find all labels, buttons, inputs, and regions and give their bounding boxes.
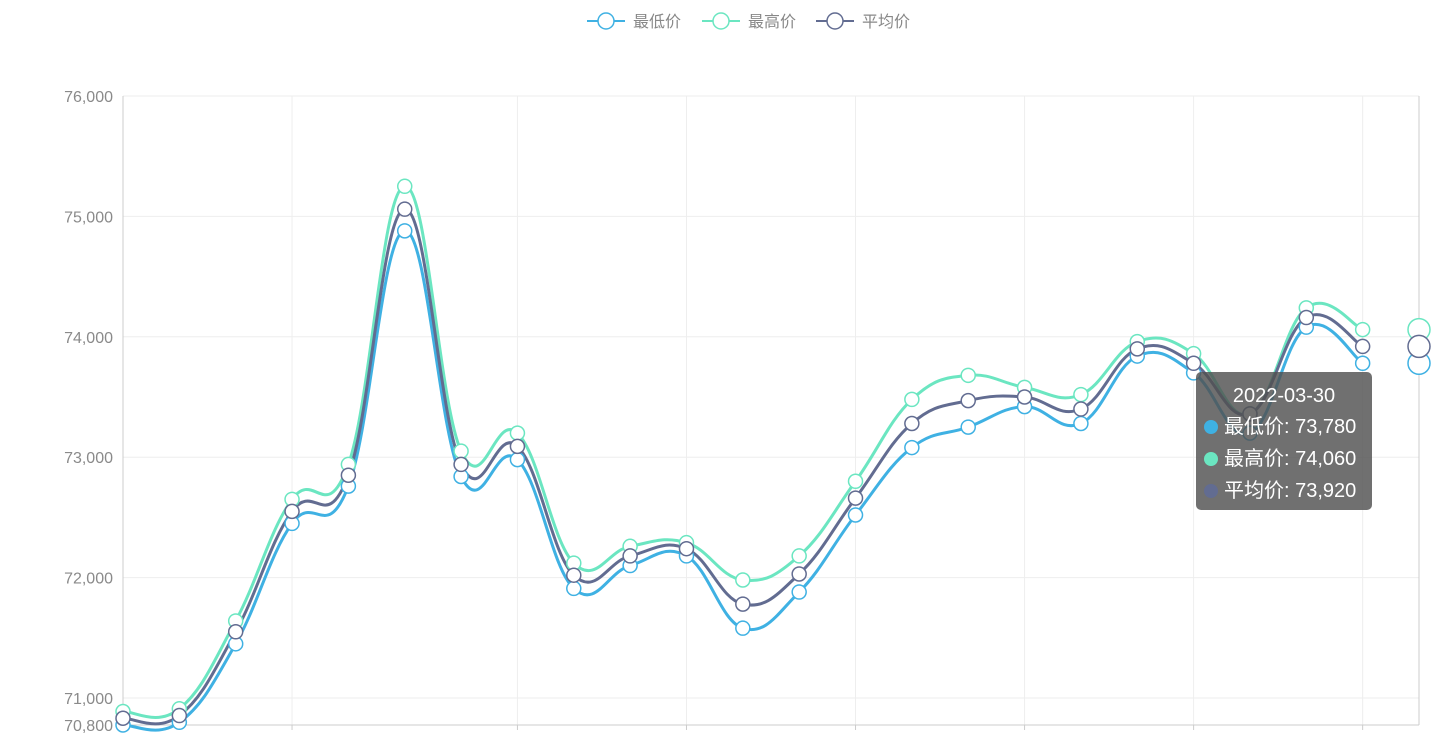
data-point[interactable] [847, 507, 864, 523]
tooltip-row-avg: 平均价: 73,920 [1204, 475, 1364, 507]
legend-label: 最低价 [633, 13, 681, 31]
data-point[interactable] [566, 567, 582, 583]
data-point[interactable] [678, 540, 695, 557]
data-point[interactable] [1354, 338, 1371, 355]
data-point[interactable] [735, 572, 751, 588]
y-tick-label: 73,000 [64, 450, 113, 467]
x-tick-label: 2022-03-02 [256, 736, 328, 738]
y-tick-label: 74,000 [64, 330, 113, 347]
data-point[interactable] [904, 439, 920, 456]
data-point[interactable] [227, 624, 244, 640]
tooltip-row-label: 最高价: 74,060 [1224, 448, 1357, 470]
series-lines [115, 178, 1431, 733]
legend-circle-icon [826, 12, 844, 30]
series-line-2 [122, 207, 1364, 726]
legend-item-2[interactable]: 平均价 [816, 12, 910, 31]
data-point[interactable] [735, 620, 751, 636]
x-tick-label: 2022-02-25 [87, 736, 159, 738]
data-point[interactable] [284, 503, 300, 520]
x-tick-label: 2022-03-21 [989, 736, 1061, 738]
data-point[interactable] [1073, 401, 1089, 417]
data-point[interactable] [791, 584, 807, 600]
x-tick-label: 2022-03-11 [651, 736, 722, 738]
y-tick-label: 72,000 [64, 571, 113, 588]
data-point[interactable] [791, 548, 807, 564]
tooltip-title: 2022-03-30 [1232, 385, 1336, 407]
legend-label: 最高价 [748, 13, 796, 31]
tooltip-row-high: 最高价: 74,060 [1204, 443, 1364, 475]
data-point[interactable] [1129, 341, 1146, 357]
data-point[interactable] [509, 451, 526, 468]
tooltip-row-label: 平均价: 73,920 [1224, 480, 1357, 502]
data-point[interactable] [509, 425, 526, 441]
series-line-1 [122, 184, 1364, 719]
data-point[interactable] [735, 596, 751, 612]
data-point[interactable] [396, 223, 413, 239]
data-point[interactable] [115, 710, 131, 726]
data-point[interactable] [904, 391, 920, 408]
tooltip-row-label: 最低价: 73,780 [1224, 416, 1357, 438]
data-point[interactable] [960, 392, 976, 409]
y-tick-label: 76,000 [64, 89, 113, 106]
data-point[interactable] [1185, 355, 1202, 372]
tooltip-row-low: 最低价: 73,780 [1204, 411, 1364, 443]
data-point[interactable] [847, 490, 864, 506]
data-point[interactable] [622, 548, 638, 564]
data-point[interactable] [396, 201, 413, 217]
series-line-0 [122, 229, 1364, 732]
data-point[interactable] [171, 707, 188, 724]
data-point[interactable] [1073, 415, 1089, 432]
data-point[interactable] [1073, 386, 1089, 403]
axes: 70,800 71,000 72,000 73,000 74,000 75,000 76,0… [64, 89, 1420, 738]
y-tick-label: 75,000 [64, 209, 113, 226]
data-point[interactable] [1016, 389, 1033, 405]
data-point[interactable] [791, 566, 807, 582]
legend-item-1[interactable]: 最高价 [702, 12, 796, 31]
highlight-point [1407, 334, 1431, 359]
data-point[interactable] [1354, 355, 1371, 372]
data-point[interactable] [566, 580, 582, 597]
data-point[interactable] [960, 367, 976, 384]
chart-tooltip: 2022-03-30 最低价: 73,780 最高价: 74,060 平均价: … [1196, 372, 1372, 510]
data-point[interactable] [509, 438, 526, 455]
x-tick-label: 2022-03-29 [1327, 736, 1399, 738]
data-point[interactable] [1298, 309, 1315, 326]
data-point[interactable] [960, 419, 976, 435]
data-point[interactable] [340, 467, 357, 484]
data-point[interactable] [453, 456, 469, 473]
x-tick-label: 2022-03-08 [482, 736, 554, 738]
x-tick-label: 2022-03-16 [820, 736, 892, 738]
x-tick-label: 2022-03-24 [1158, 736, 1230, 738]
tooltip-dot-icon [1204, 420, 1218, 434]
legend[interactable]: 最低价 最高价 平均价 [587, 12, 910, 31]
legend-circle-icon [712, 12, 730, 30]
legend-circle-icon [597, 12, 615, 30]
y-tick-label: 70,800 [64, 718, 113, 735]
y-tick-label: 71,000 [64, 691, 113, 708]
tooltip-dot-icon [1204, 452, 1218, 466]
data-point[interactable] [904, 415, 920, 432]
data-point[interactable] [1354, 321, 1371, 338]
data-point[interactable] [453, 443, 469, 459]
data-point[interactable] [396, 178, 413, 195]
legend-label: 平均价 [862, 13, 910, 31]
data-point[interactable] [847, 473, 864, 490]
tooltip-dot-icon [1204, 484, 1218, 498]
legend-item-0[interactable]: 最低价 [587, 12, 681, 31]
